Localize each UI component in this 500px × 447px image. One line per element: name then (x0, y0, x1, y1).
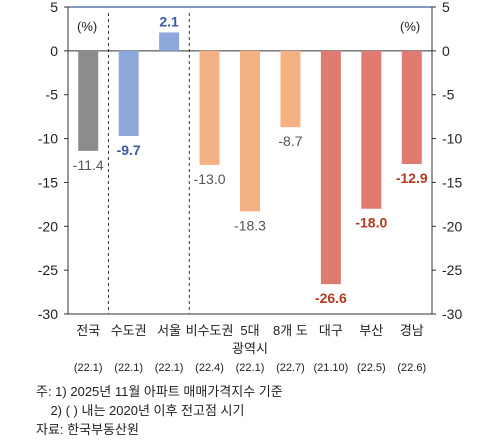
bar (159, 32, 180, 51)
x-category-label: 8개 도 (273, 323, 308, 338)
bar (280, 50, 301, 128)
y-tick-label-right: -5 (442, 87, 455, 103)
y-tick-label-left: -5 (46, 87, 59, 103)
bar (78, 50, 99, 151)
x-category-label: 부산 (359, 323, 383, 338)
x-category-label: 경남 (400, 323, 424, 338)
y-tick-label-right: -30 (442, 306, 462, 322)
x-category-label: 광역시 (232, 341, 268, 356)
data-label: -9.7 (117, 142, 141, 158)
y-tick-label-left: -15 (38, 174, 58, 190)
x-peak-date-label: (21.10) (313, 362, 348, 374)
source-note: 자료: 한국부동산원 (36, 422, 139, 437)
data-label: -18.0 (355, 215, 387, 231)
footnote-1: 주: 1) 2025년 11월 아파트 매매가격지수 기준 (36, 384, 283, 399)
x-category-label: 수도권 (111, 323, 147, 338)
x-category-label: 서울 (157, 323, 181, 338)
data-label: -26.6 (315, 290, 347, 306)
y-tick-label-right: -20 (442, 218, 462, 234)
x-peak-date-label: (22.1) (236, 362, 265, 374)
bar (199, 50, 220, 165)
x-category-label: 전국 (76, 323, 100, 338)
unit-label-right: (%) (400, 19, 420, 34)
data-label: -18.3 (234, 217, 266, 233)
y-tick-label-right: -10 (442, 131, 462, 147)
x-peak-date-label: (22.6) (397, 362, 426, 374)
y-tick-label-left: -30 (38, 306, 58, 322)
x-category-label: 대구 (319, 323, 343, 338)
bar (118, 50, 139, 136)
x-peak-date-label: (22.4) (195, 362, 224, 374)
x-peak-date-label: (22.1) (155, 362, 184, 374)
bar (240, 50, 260, 212)
y-tick-label-left: -25 (38, 262, 58, 278)
x-peak-date-label: (22.7) (276, 362, 305, 374)
data-label: -12.9 (396, 170, 428, 186)
data-label: -11.4 (73, 157, 104, 173)
data-label: -13.0 (194, 171, 226, 187)
bar (361, 50, 382, 209)
y-tick-label-left: -20 (38, 218, 58, 234)
y-tick-label-left: 0 (50, 43, 58, 59)
y-tick-label-right: -25 (442, 262, 462, 278)
x-peak-date-label: (22.1) (74, 362, 103, 374)
bar (401, 50, 422, 165)
bar (320, 50, 341, 285)
x-category-label: 비수도권 (186, 323, 234, 338)
y-tick-label-right: 0 (442, 43, 450, 59)
x-peak-date-label: (22.1) (114, 362, 143, 374)
footnote-2: 2) ( ) 내는 2020년 이후 전고점 시기 (36, 403, 245, 418)
x-category-label: 5대 (240, 323, 259, 338)
y-tick-label-right: -15 (442, 174, 462, 190)
unit-label-left: (%) (77, 19, 97, 34)
x-peak-date-label: (22.5) (357, 362, 386, 374)
data-label: 2.1 (159, 13, 179, 29)
y-tick-label-left: 5 (50, 0, 58, 15)
y-tick-label-right: 5 (442, 0, 450, 15)
data-label: -8.7 (278, 133, 302, 149)
y-tick-label-left: -10 (38, 131, 58, 147)
